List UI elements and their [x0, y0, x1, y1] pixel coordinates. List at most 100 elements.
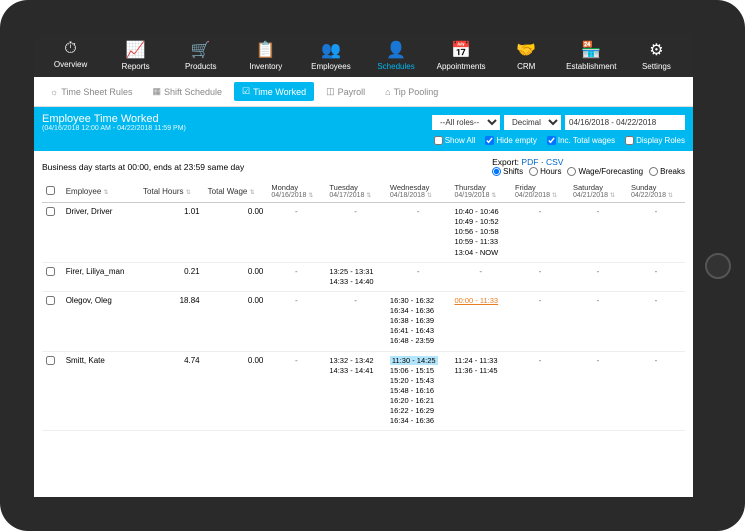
cell-empty: - [511, 203, 569, 263]
cell-empty: - [511, 291, 569, 351]
table-row: Olegov, Oleg18.840.00--16:30 - 16:3216:3… [42, 291, 685, 351]
wage-radio[interactable]: Wage/Forecasting [567, 167, 643, 176]
overview-icon: ⏱ [38, 40, 103, 58]
role-select[interactable]: --All roles-- [432, 115, 500, 130]
cell-empty: - [267, 262, 325, 291]
show-all-checkbox[interactable]: Show All [434, 136, 476, 145]
col-saturday[interactable]: Saturday04/21/2018 ⇅ [569, 180, 627, 203]
cell-empty: - [267, 203, 325, 263]
total-hours: 18.84 [139, 291, 204, 351]
nav-products[interactable]: 🛒Products [168, 40, 233, 71]
subnav-tip-pooling[interactable]: ⌂ Tip Pooling [377, 82, 446, 101]
total-wage: 0.00 [204, 291, 268, 351]
table-row: Smitt, Kate4.740.00-13:32 - 13:4214:33 -… [42, 351, 685, 431]
shift-cell: 13:32 - 13:4214:33 - 14:41 [329, 356, 382, 376]
hide-empty-checkbox[interactable]: Hide empty [485, 136, 536, 145]
employee-name: Olegov, Oleg [62, 291, 139, 351]
shift-cell: 11:24 - 11:3311:36 - 11:45 [454, 356, 507, 376]
crm-icon: 🤝 [494, 40, 559, 60]
shift-cell: 10:40 - 10:4610:49 - 10:5210:56 - 10:581… [454, 207, 507, 258]
cell-empty: - [511, 351, 569, 431]
products-icon: 🛒 [168, 40, 233, 60]
nav-overview[interactable]: ⏱Overview [38, 40, 103, 71]
col-tuesday[interactable]: Tuesday04/17/2018 ⇅ [325, 180, 386, 203]
subnav-time-sheet-rules[interactable]: ☼ Time Sheet Rules [42, 82, 140, 101]
total-hours: 4.74 [139, 351, 204, 431]
total-wage: 0.00 [204, 351, 268, 431]
shifts-radio[interactable]: Shifts [492, 167, 523, 176]
page-subtitle: (04/16/2018 12:00 AM - 04/22/2018 11:59 … [42, 125, 186, 132]
employee-name: Driver, Driver [62, 203, 139, 263]
cell-shifts: 11:30 - 14:2515:06 - 15:1515:20 - 15:431… [386, 351, 451, 431]
breaks-radio[interactable]: Breaks [649, 167, 685, 176]
export-csv-link[interactable]: CSV [546, 157, 563, 167]
cell-shifts: 11:24 - 11:3311:36 - 11:45 [450, 351, 511, 431]
cell-empty: - [569, 351, 627, 431]
col-employee[interactable]: Employee ⇅ [62, 180, 139, 203]
nav-settings[interactable]: ⚙Settings [624, 40, 689, 71]
row-checkbox[interactable] [46, 207, 55, 216]
total-hours: 1.01 [139, 203, 204, 263]
date-range-input[interactable] [565, 115, 685, 130]
col-sunday[interactable]: Sunday04/22/2018 ⇅ [627, 180, 685, 203]
cell-empty: - [627, 203, 685, 263]
schedules-icon: 👤 [363, 40, 428, 60]
cell-shifts: 00:00 - 11:33 [450, 291, 511, 351]
nav-appointments[interactable]: 📅Appointments [429, 40, 494, 71]
subnav-time-worked[interactable]: ☑ Time Worked [234, 82, 314, 101]
top-nav: ⏱Overview📈Reports🛒Products📋Inventory👥Emp… [34, 34, 693, 77]
format-select[interactable]: Decimal [504, 115, 561, 130]
export-section: Export: PDF · CSV Shifts Hours Wage/Fore… [492, 157, 685, 176]
col-thursday[interactable]: Thursday04/19/2018 ⇅ [450, 180, 511, 203]
home-button[interactable] [705, 253, 731, 279]
cell-empty: - [511, 262, 569, 291]
nav-establishment[interactable]: 🏪Establishment [559, 40, 624, 71]
col-monday[interactable]: Monday04/16/2018 ⇅ [267, 180, 325, 203]
shift-cell: 00:00 - 11:33 [454, 296, 507, 306]
row-checkbox[interactable] [46, 296, 55, 305]
col-wednesday[interactable]: Wednesday04/18/2018 ⇅ [386, 180, 451, 203]
col-total-wage[interactable]: Total Wage ⇅ [204, 180, 268, 203]
row-checkbox[interactable] [46, 356, 55, 365]
cell-shifts: 10:40 - 10:4610:49 - 10:5210:56 - 10:581… [450, 203, 511, 263]
tablet-frame: ⏱Overview📈Reports🛒Products📋Inventory👥Emp… [0, 0, 745, 531]
subnav-shift-schedule[interactable]: ▦ Shift Schedule [144, 82, 230, 101]
appointments-icon: 📅 [429, 40, 494, 60]
export-pdf-link[interactable]: PDF [521, 157, 538, 167]
shift-cell: 13:25 - 13:3114:33 - 14:40 [329, 267, 382, 287]
nav-crm[interactable]: 🤝CRM [494, 40, 559, 71]
inc-total-checkbox[interactable]: Inc. Total wages [547, 136, 615, 145]
subnav-payroll[interactable]: ◫ Payroll [318, 82, 373, 101]
shift-cell: 11:30 - 14:2515:06 - 15:1515:20 - 15:431… [390, 356, 447, 427]
cell-shifts: 13:25 - 13:3114:33 - 14:40 [325, 262, 386, 291]
col-friday[interactable]: Friday04/20/2018 ⇅ [511, 180, 569, 203]
total-wage: 0.00 [204, 262, 268, 291]
cell-empty: - [267, 351, 325, 431]
time-table: Employee ⇅Total Hours ⇅Total Wage ⇅Monda… [42, 180, 685, 431]
cell-empty: - [569, 203, 627, 263]
sub-nav: ☼ Time Sheet Rules▦ Shift Schedule☑ Time… [34, 77, 693, 107]
cell-empty: - [386, 203, 451, 263]
nav-schedules[interactable]: 👤Schedules [363, 40, 428, 71]
cell-empty: - [627, 262, 685, 291]
display-roles-checkbox[interactable]: Display Roles [625, 136, 685, 145]
cell-empty: - [569, 262, 627, 291]
employee-name: Smitt, Kate [62, 351, 139, 431]
cell-empty: - [450, 262, 511, 291]
cell-empty: - [267, 291, 325, 351]
establishment-icon: 🏪 [559, 40, 624, 60]
select-all-checkbox[interactable] [46, 186, 55, 195]
row-checkbox[interactable] [46, 267, 55, 276]
col-check[interactable] [42, 180, 62, 203]
inventory-icon: 📋 [233, 40, 298, 60]
nav-reports[interactable]: 📈Reports [103, 40, 168, 71]
nav-employees[interactable]: 👥Employees [298, 40, 363, 71]
page-title: Employee Time Worked [42, 113, 186, 125]
shift-cell: 16:30 - 16:3216:34 - 16:3616:38 - 16:391… [390, 296, 447, 347]
hours-radio[interactable]: Hours [529, 167, 561, 176]
cell-shifts: 13:32 - 13:4214:33 - 14:41 [325, 351, 386, 431]
nav-inventory[interactable]: 📋Inventory [233, 40, 298, 71]
total-wage: 0.00 [204, 203, 268, 263]
col-total-hours[interactable]: Total Hours ⇅ [139, 180, 204, 203]
cell-empty: - [569, 291, 627, 351]
